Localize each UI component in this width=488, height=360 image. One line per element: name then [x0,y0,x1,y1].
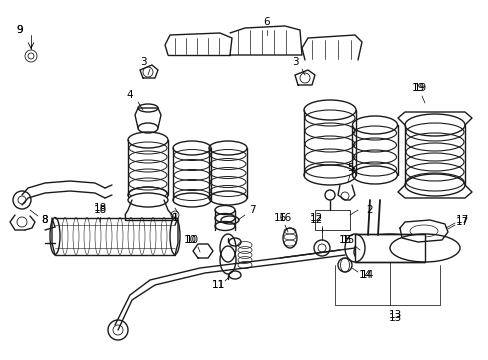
Text: 14: 14 [360,270,373,280]
Text: 2: 2 [366,205,372,215]
Bar [354,234,424,262]
Text: 9: 9 [17,25,23,35]
Bar [314,210,349,230]
Text: 6: 6 [263,17,270,27]
Text: 18: 18 [93,205,106,215]
Text: 11: 11 [211,280,224,290]
Text: 10: 10 [185,235,198,245]
Text: 14: 14 [358,270,371,280]
Text: 15: 15 [338,235,351,245]
Ellipse shape [128,193,168,207]
Text: 12: 12 [309,213,322,223]
Text: 17: 17 [454,217,468,227]
Text: 16: 16 [278,213,291,223]
Text: 8: 8 [41,215,48,225]
Text: 4: 4 [126,90,133,100]
Text: 18: 18 [93,203,106,213]
Text: 12: 12 [309,215,322,225]
Text: 1: 1 [171,213,178,223]
Text: 13: 13 [387,310,401,320]
Text: 19: 19 [412,83,426,93]
Text: 11: 11 [211,280,224,290]
Text: 17: 17 [454,215,468,225]
Text: 3: 3 [140,57,146,67]
Text: 7: 7 [248,205,255,215]
Text: 8: 8 [41,215,48,225]
Text: 15: 15 [341,235,354,245]
Text: 3: 3 [291,57,298,67]
Text: 19: 19 [410,83,424,93]
Text: 13: 13 [387,313,401,323]
Text: 5: 5 [346,163,353,173]
Text: 10: 10 [183,235,196,245]
Text: 16: 16 [273,213,286,223]
Text: 9: 9 [17,25,23,35]
